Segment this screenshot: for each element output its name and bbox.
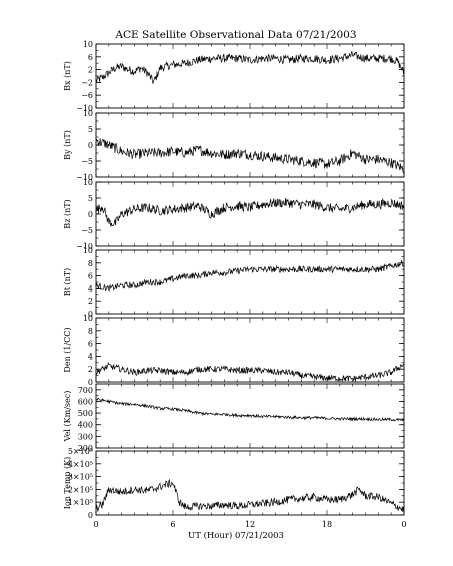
panel-den: 0 2 4 6 8 10 Den (1/CC)	[63, 314, 405, 387]
x-tick-label: 6	[170, 520, 175, 529]
panel-vel: 200 300 400 500 600 700 Vel (Km/sec)	[63, 383, 405, 453]
y-tick-label: 2	[88, 297, 93, 306]
y-axis-label: By (nT)	[63, 130, 72, 160]
y-tick-label: 6	[88, 53, 93, 62]
x-axis-group: 0 6 12 18 0	[93, 520, 406, 529]
y-tick-label: 4	[88, 284, 93, 293]
y-tick-label: 600	[78, 397, 93, 406]
panels-group: −10 −6 −2 2 6 10 Bx (nT) −10 −5 0 5 10 By (nT) −10 −5 0…	[63, 40, 405, 520]
y-tick-label: −6	[81, 91, 93, 100]
y-tick-label: 4×10⁵	[68, 460, 93, 469]
y-tick-label: 2×10⁵	[68, 485, 93, 494]
series-line	[95, 138, 405, 174]
y-tick-label: 5×10⁵	[68, 447, 93, 456]
y-tick-label: 0	[88, 310, 93, 319]
y-tick-label: −2	[81, 78, 93, 87]
y-tick-label: 700	[78, 386, 93, 395]
y-tick-label: 500	[78, 409, 93, 418]
y-axis-label: Vel (Km/sec)	[63, 391, 72, 443]
series-line	[95, 260, 405, 292]
y-tick-label: 300	[78, 432, 93, 441]
y-tick-label: −5	[81, 226, 93, 235]
y-tick-label: 8	[88, 259, 93, 268]
y-tick-label: 6	[88, 340, 93, 349]
y-tick-label: 10	[83, 246, 93, 255]
y-tick-label: 8	[88, 327, 93, 336]
y-tick-label: 3×10⁵	[68, 473, 93, 482]
y-tick-label: 10	[83, 178, 93, 187]
y-tick-label: −10	[76, 173, 93, 182]
x-tick-label: 12	[245, 520, 255, 529]
y-tick-label: 0	[88, 378, 93, 387]
y-tick-label: 10	[83, 40, 93, 49]
y-tick-label: 6	[88, 272, 93, 281]
y-tick-label: 5	[88, 194, 93, 203]
y-tick-label: 0	[88, 511, 93, 520]
y-tick-label: −5	[81, 157, 93, 166]
y-tick-label: −10	[76, 104, 93, 113]
x-axis-label: UT (Hour) 07/21/2003	[188, 530, 284, 541]
x-tick-label: 0	[93, 520, 98, 529]
panel-bz: −10 −5 0 5 10 Bz (nT)	[63, 178, 405, 251]
y-axis-label: Bz (nT)	[63, 199, 72, 228]
x-tick-label: 0	[401, 520, 406, 529]
x-tick-label: 18	[322, 520, 332, 529]
series-line	[95, 397, 405, 422]
panel-by: −10 −5 0 5 10 By (nT)	[63, 109, 405, 182]
y-tick-label: −10	[76, 242, 93, 251]
figure-title: ACE Satellite Observational Data 07/21/2…	[114, 29, 356, 41]
y-tick-label: 2	[88, 66, 93, 75]
y-tick-label: 4	[88, 352, 93, 361]
y-tick-label: 200	[78, 444, 93, 453]
series-line	[95, 361, 405, 382]
y-axis-label: Bt (nT)	[63, 268, 72, 296]
y-tick-label: 10	[83, 314, 93, 323]
y-axis-label: Bx (nT)	[63, 61, 72, 91]
series-line	[95, 197, 405, 227]
panel-bx: −10 −6 −2 2 6 10 Bx (nT)	[63, 40, 405, 113]
y-tick-label: 0	[88, 141, 93, 150]
series-line	[95, 478, 405, 513]
y-tick-label: 5	[88, 125, 93, 134]
y-tick-label: 0	[88, 210, 93, 219]
y-tick-label: 400	[78, 421, 93, 430]
y-tick-label: 2	[88, 365, 93, 374]
y-tick-label: 10	[83, 109, 93, 118]
y-axis-label: Den (1/CC)	[63, 327, 72, 372]
series-line	[95, 50, 405, 84]
y-axis-label: Ion Temp (K)	[63, 457, 72, 510]
panel-bt: 0 2 4 6 8 10 Bt (nT)	[63, 246, 405, 319]
y-tick-label: 1×10⁵	[68, 498, 93, 507]
